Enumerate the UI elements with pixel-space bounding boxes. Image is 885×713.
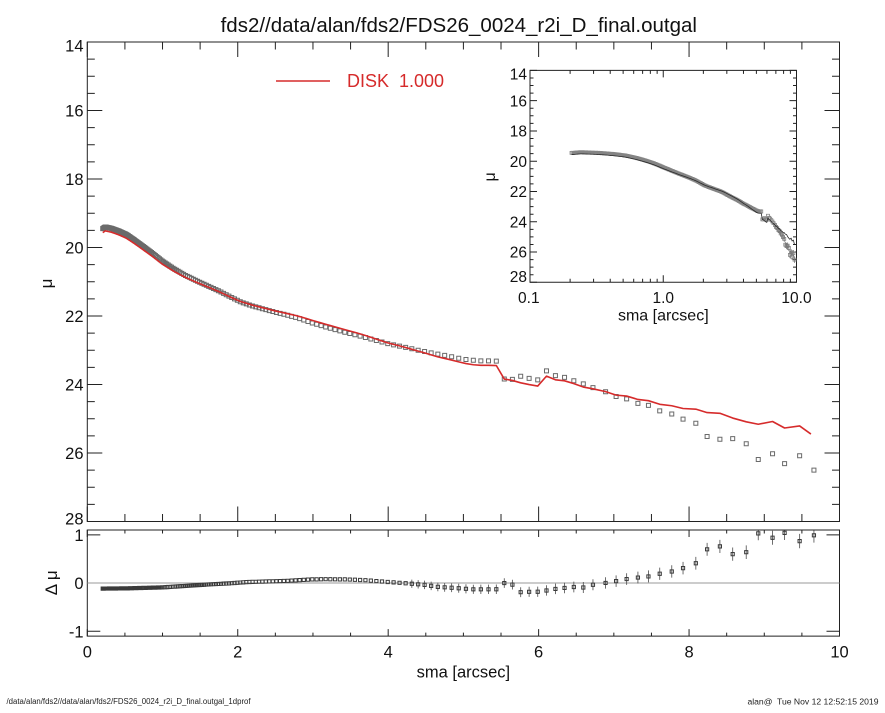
svg-text:14: 14: [510, 67, 528, 84]
svg-text:1: 1: [74, 527, 83, 545]
svg-text:2: 2: [233, 644, 242, 662]
svg-text:alan@ Tue Nov 12 12:52:15 201: alan@ Tue Nov 12 12:52:15 2019: [747, 697, 878, 707]
svg-text:26: 26: [65, 445, 83, 463]
svg-text:18: 18: [65, 171, 83, 189]
svg-text:20: 20: [65, 240, 83, 258]
svg-text:28: 28: [510, 269, 527, 286]
svg-text:18: 18: [510, 124, 527, 141]
svg-text:DISK 1.000: DISK 1.000: [347, 71, 444, 91]
svg-text:22: 22: [510, 184, 527, 201]
svg-text:20: 20: [510, 154, 528, 171]
svg-text:28: 28: [65, 511, 83, 529]
svg-text:24: 24: [65, 377, 83, 395]
svg-text:-1: -1: [69, 623, 84, 641]
svg-text:4: 4: [384, 644, 393, 662]
svg-text:sma [arcsec]: sma [arcsec]: [618, 308, 709, 325]
svg-text:μ: μ: [482, 172, 499, 181]
svg-text:10.0: 10.0: [781, 290, 812, 307]
svg-text:16: 16: [510, 93, 527, 110]
svg-text:22: 22: [65, 308, 83, 326]
svg-text:/data/alan/fds2//data/alan/fds: /data/alan/fds2//data/alan/fds2/FDS26_00…: [7, 697, 252, 706]
svg-text:sma [arcsec]: sma [arcsec]: [417, 664, 511, 682]
svg-text:16: 16: [65, 103, 83, 121]
svg-text:Δ μ: Δ μ: [42, 570, 61, 595]
svg-text:0: 0: [74, 575, 83, 593]
svg-text:10: 10: [830, 644, 848, 662]
svg-text:1.0: 1.0: [652, 290, 674, 307]
svg-text:fds2//data/alan/fds2/FDS26_002: fds2//data/alan/fds2/FDS26_0024_r2i_D_fi…: [221, 14, 697, 37]
svg-text:26: 26: [510, 245, 527, 262]
svg-text:8: 8: [684, 644, 693, 662]
svg-text:0: 0: [83, 644, 92, 662]
svg-text:14: 14: [65, 37, 83, 55]
svg-text:μ: μ: [37, 279, 56, 289]
svg-text:24: 24: [510, 214, 528, 231]
svg-text:0.1: 0.1: [518, 290, 540, 307]
svg-text:6: 6: [534, 644, 543, 662]
